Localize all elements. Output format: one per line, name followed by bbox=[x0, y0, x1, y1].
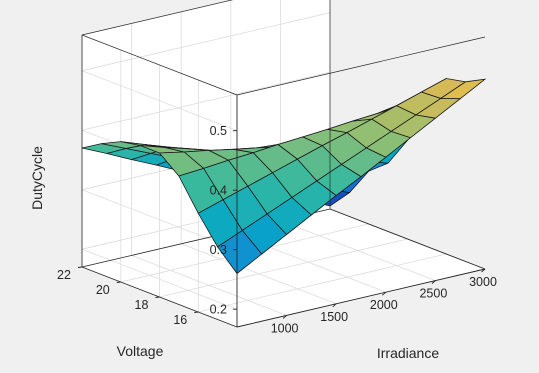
y-tick-label: 22 bbox=[57, 268, 71, 282]
grid-line bbox=[81, 189, 238, 251]
grid-line bbox=[198, 253, 447, 313]
x-tick-mark bbox=[282, 315, 287, 319]
surface-mesh bbox=[81, 78, 487, 275]
x-tick-mark bbox=[431, 280, 436, 284]
y-tick-mark bbox=[194, 311, 199, 313]
grid-line bbox=[159, 238, 408, 298]
x-tick-label: 3000 bbox=[469, 275, 497, 289]
y-tick-mark bbox=[155, 296, 160, 298]
x-tick-label: 1000 bbox=[271, 321, 299, 335]
x-tick-mark bbox=[481, 268, 486, 273]
y-axis-label: Voltage bbox=[117, 343, 164, 359]
axes-front-box bbox=[77, 0, 486, 328]
z-tick-label: 0.4 bbox=[210, 184, 227, 198]
x-tick-label: 1500 bbox=[320, 310, 348, 324]
x-axis-line bbox=[236, 268, 486, 328]
box-edge bbox=[81, 0, 234, 36]
box-edge bbox=[81, 34, 238, 96]
grid-line bbox=[81, 248, 238, 310]
z-tick-label: 0.3 bbox=[210, 243, 227, 257]
y-tick-mark bbox=[77, 266, 83, 268]
grid-line bbox=[81, 71, 331, 131]
y-tick-mark bbox=[116, 281, 121, 283]
grid-line bbox=[81, 12, 331, 72]
grid-line bbox=[81, 70, 238, 132]
y-axis-line bbox=[329, 208, 486, 270]
x-tick-mark bbox=[382, 291, 387, 296]
y-tick-label: 18 bbox=[135, 298, 149, 312]
tick-labels: 1000 1500 2000 2500 3000 16 18 20 22 0.2 0.3 0.4 0.5 bbox=[57, 124, 497, 335]
z-axis-label: DutyCycle bbox=[29, 146, 45, 210]
y-tick-label: 16 bbox=[173, 313, 187, 327]
x-tick-mark bbox=[332, 303, 337, 308]
x-axis-label: Irradiance bbox=[377, 345, 439, 361]
z-tick-label: 0.5 bbox=[210, 124, 227, 138]
y-tick-label: 20 bbox=[96, 283, 110, 297]
x-tick-label: 2500 bbox=[419, 287, 447, 301]
x-tick-label: 2000 bbox=[370, 298, 398, 312]
surface-face bbox=[439, 78, 487, 100]
box-edge bbox=[236, 36, 486, 96]
z-tick-label: 0.2 bbox=[210, 303, 227, 317]
